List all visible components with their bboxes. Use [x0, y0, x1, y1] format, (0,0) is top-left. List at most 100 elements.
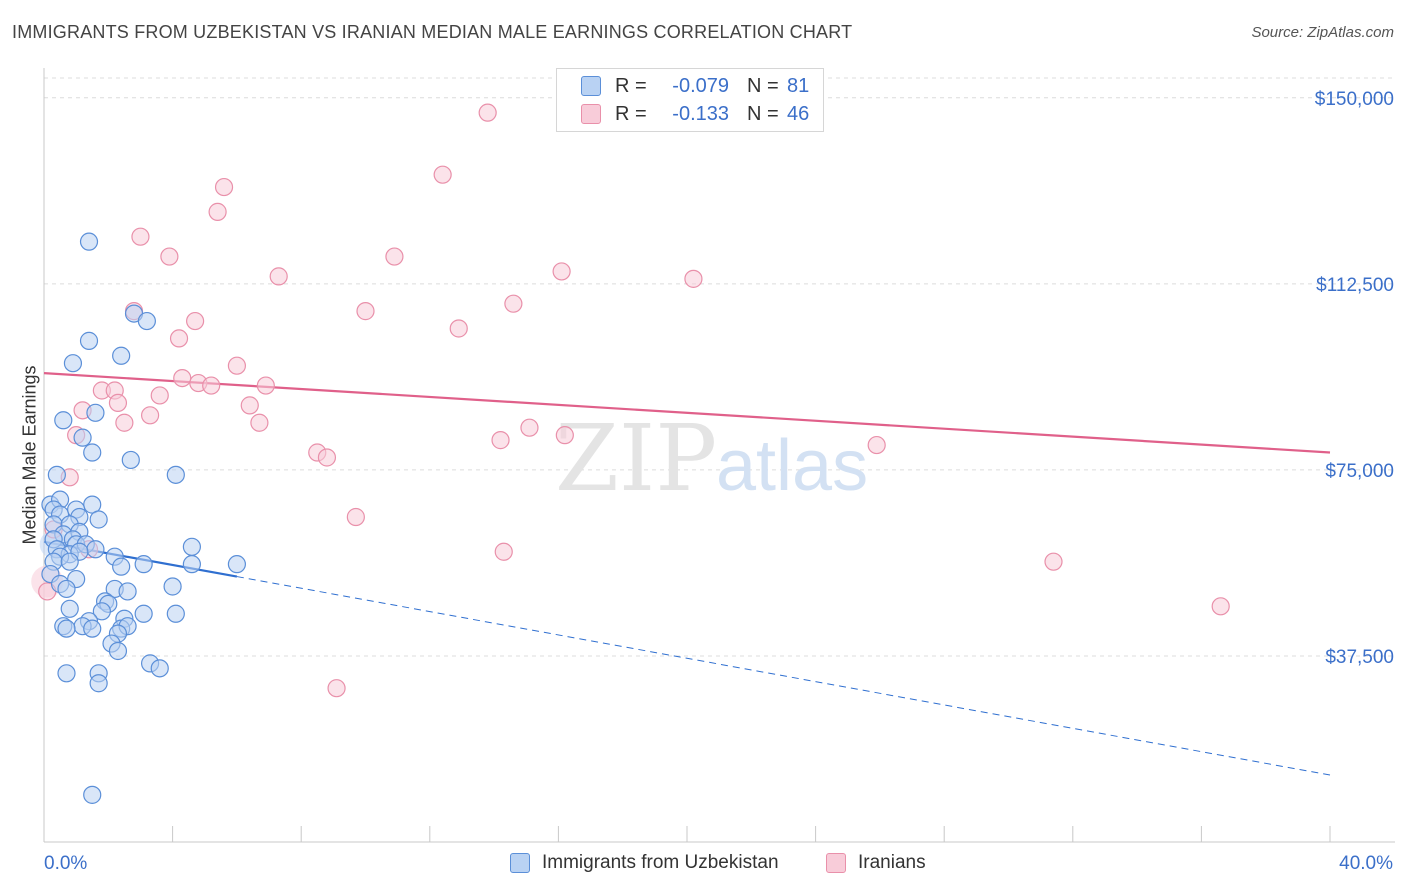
point-uzbekistan: [57, 664, 76, 683]
point-iranian: [491, 431, 510, 450]
point-iranian: [131, 227, 150, 246]
legend-label: Immigrants from Uzbekistan: [542, 852, 779, 873]
point-iranian: [186, 311, 205, 331]
point-iranian: [208, 202, 227, 221]
point-iranian: [202, 376, 221, 395]
point-uzbekistan: [134, 604, 153, 623]
point-uzbekistan: [63, 354, 83, 373]
point-iranian: [478, 103, 497, 122]
point-uzbekistan: [86, 540, 105, 559]
n-value: 81: [787, 74, 810, 97]
x-tick-label: 0.0%: [44, 853, 87, 874]
point-uzbekistan: [83, 785, 102, 804]
point-uzbekistan: [227, 555, 246, 574]
point-uzbekistan: [112, 557, 131, 576]
point-uzbekistan: [137, 311, 156, 331]
legend-item-uzbekistan[interactable]: Immigrants from Uzbekistan: [510, 852, 779, 874]
point-iranian: [250, 413, 269, 432]
point-uzbekistan: [92, 602, 111, 621]
point-uzbekistan: [60, 552, 79, 571]
watermark-zip: ZIP: [555, 405, 717, 512]
point-uzbekistan: [89, 510, 108, 529]
point-uzbekistan: [163, 577, 182, 596]
point-iranian: [552, 262, 571, 281]
y-axis-label: Median Male Earnings: [19, 365, 40, 545]
point-iranian: [494, 542, 513, 561]
point-iranian: [173, 368, 192, 388]
point-uzbekistan: [182, 537, 201, 556]
n-label: N =: [747, 74, 779, 97]
point-iranian: [115, 413, 134, 432]
point-iranian: [1211, 597, 1230, 616]
point-iranian: [684, 269, 703, 288]
legend-item-iranians[interactable]: Iranians: [826, 852, 926, 874]
point-iranian: [108, 393, 128, 413]
point-iranian: [256, 376, 275, 395]
point-uzbekistan: [47, 465, 66, 484]
r-value: -0.133: [672, 102, 729, 125]
point-uzbekistan: [166, 604, 185, 623]
point-uzbekistan: [60, 599, 79, 618]
point-uzbekistan: [134, 555, 153, 574]
tick-labels: $37,500 $75,000 $112,500 $150,000 0.0% 40.0%: [44, 89, 1394, 874]
point-uzbekistan: [79, 331, 99, 350]
pink-swatch: [826, 853, 846, 873]
data-points: [31, 103, 1230, 804]
point-iranian: [449, 319, 468, 338]
chart-title: IMMIGRANTS FROM UZBEKISTAN VS IRANIAN ME…: [12, 22, 853, 42]
point-iranian: [555, 426, 574, 445]
y-tick-label: $37,500: [1325, 647, 1394, 668]
axis-layer: [43, 68, 1395, 843]
stats-row-iranians: R = -0.133 N = 46: [581, 101, 809, 127]
point-uzbekistan: [79, 232, 99, 251]
point-uzbekistan: [121, 450, 140, 470]
x-tick-label: 40.0%: [1339, 853, 1393, 874]
r-label: R =: [615, 102, 647, 125]
point-uzbekistan: [108, 641, 128, 661]
point-iranian: [160, 247, 179, 266]
point-iranian: [140, 406, 160, 425]
point-uzbekistan: [86, 403, 105, 422]
point-iranian: [327, 679, 346, 698]
point-uzbekistan: [73, 428, 92, 447]
n-value: 46: [787, 102, 810, 125]
stats-row-uzbekistan: R = -0.079 N = 81: [581, 73, 809, 99]
stats-box: R = -0.079 N = 81 R = -0.133 N = 46: [556, 68, 824, 132]
source-label: Source: ZipAtlas.com: [1251, 24, 1394, 41]
point-iranian: [1044, 552, 1063, 571]
trend-line-uzbekistan-extension: [236, 576, 1331, 776]
r-label: R =: [615, 74, 647, 97]
pink-swatch: [581, 104, 601, 124]
point-iranian: [356, 302, 375, 321]
point-uzbekistan: [150, 659, 169, 678]
point-uzbekistan: [89, 674, 108, 693]
point-uzbekistan: [83, 443, 102, 462]
point-iranian: [867, 435, 886, 455]
blue-swatch: [510, 853, 530, 873]
grid-layer: [44, 77, 1395, 657]
point-uzbekistan: [118, 582, 137, 601]
point-iranian: [150, 386, 169, 405]
point-iranian: [346, 507, 365, 527]
point-uzbekistan: [112, 346, 131, 365]
point-iranian: [240, 396, 259, 415]
point-iranian: [214, 177, 234, 197]
r-value: -0.079: [672, 74, 729, 97]
point-iranian: [385, 247, 404, 266]
point-uzbekistan: [166, 465, 185, 484]
point-iranian: [227, 356, 246, 375]
blue-swatch: [581, 76, 601, 96]
y-tick-label: $150,000: [1315, 89, 1394, 110]
point-uzbekistan: [54, 411, 73, 430]
watermark-atlas: atlas: [716, 426, 868, 506]
n-label: N =: [747, 102, 779, 125]
point-iranian: [317, 448, 337, 467]
point-uzbekistan: [182, 555, 201, 574]
y-tick-label: $112,500: [1316, 275, 1394, 296]
point-iranian: [504, 294, 523, 313]
point-uzbekistan: [57, 579, 76, 599]
point-uzbekistan: [57, 619, 76, 638]
point-iranian: [520, 418, 539, 437]
